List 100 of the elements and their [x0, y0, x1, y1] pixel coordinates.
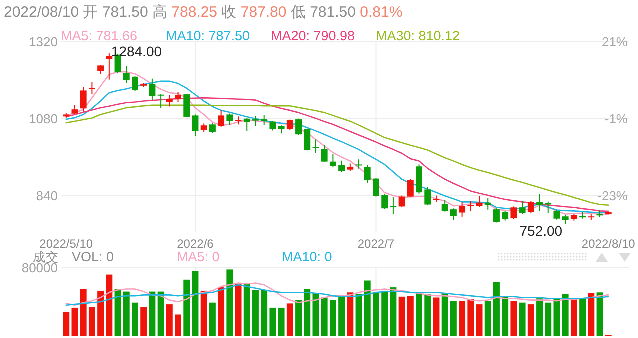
candlestick — [364, 164, 371, 184]
bar — [158, 292, 164, 336]
candlestick — [510, 206, 518, 220]
bar — [278, 308, 285, 336]
bar — [373, 294, 380, 336]
bar — [88, 307, 96, 336]
bar — [364, 280, 371, 336]
x-tick-label: 2022/8/10 — [582, 237, 636, 252]
series-label: VOL: 0 — [72, 250, 114, 265]
candlestick — [398, 195, 406, 208]
candlestick — [175, 91, 182, 103]
candlestick — [468, 200, 474, 212]
bar — [235, 284, 242, 336]
candlestick — [450, 208, 457, 221]
annotation: 1284.00 — [111, 44, 162, 60]
x-tick-label: 2022/7 — [358, 237, 395, 252]
bar — [528, 304, 534, 336]
candlestick — [545, 201, 552, 214]
candlestick — [252, 116, 259, 127]
bar — [270, 308, 276, 336]
candlestick — [459, 202, 466, 218]
candlestick — [296, 118, 302, 136]
y-tick-label: 840 — [36, 188, 58, 204]
bar — [347, 292, 354, 336]
bar — [192, 271, 199, 336]
bar — [98, 290, 104, 336]
candlestick — [80, 86, 87, 112]
candlestick — [106, 53, 113, 80]
bar — [80, 289, 87, 336]
candlestick — [132, 76, 138, 92]
bar — [356, 294, 362, 336]
y2-tick-label: 21% — [602, 34, 628, 50]
bar — [562, 294, 569, 336]
candlestick — [536, 194, 543, 212]
bar — [519, 302, 526, 336]
candlestick — [330, 154, 336, 168]
candlestick — [519, 200, 526, 215]
candlestick — [373, 178, 380, 198]
candlestick — [424, 186, 432, 206]
bar — [63, 312, 70, 336]
bar — [338, 296, 346, 336]
bar — [468, 299, 474, 336]
candlestick — [270, 120, 276, 132]
legend-title: 成交 — [33, 249, 59, 264]
x-tick-label: 2022/6 — [177, 237, 214, 252]
bar — [123, 292, 130, 336]
bar — [450, 301, 457, 336]
bar — [416, 294, 422, 336]
bar — [321, 298, 328, 336]
candlestick — [312, 139, 320, 154]
candlestick — [158, 94, 164, 109]
text: MA20: 790.98 — [271, 28, 356, 44]
bar — [545, 302, 552, 336]
bar — [390, 288, 397, 336]
candlestick — [356, 159, 362, 170]
candlestick — [407, 178, 414, 198]
candlestick — [192, 114, 199, 137]
y2-tick-label: -23% — [598, 188, 628, 204]
candlestick — [304, 128, 311, 152]
bar — [252, 290, 259, 336]
bar — [580, 299, 586, 336]
text: MA5: 781.66 — [61, 28, 138, 44]
y-tick-label: 1080 — [29, 111, 58, 126]
candlestick — [494, 208, 500, 224]
candlestick — [123, 66, 130, 84]
bar — [588, 294, 595, 336]
bar — [226, 270, 234, 336]
candlestick — [338, 160, 346, 173]
candlestick — [88, 82, 96, 96]
candlestick — [442, 200, 448, 212]
bar — [459, 301, 466, 336]
bar — [175, 314, 182, 336]
candlestick — [166, 95, 173, 108]
bar — [140, 307, 148, 336]
bar — [502, 296, 509, 336]
bar — [149, 292, 156, 336]
candlestick — [528, 200, 534, 214]
bar — [424, 294, 432, 336]
bar — [536, 298, 543, 336]
y-tick-label: 1320 — [29, 34, 58, 50]
candlestick — [484, 198, 492, 210]
bar — [407, 296, 414, 336]
candlestick — [261, 114, 268, 126]
bar — [398, 296, 406, 336]
annotation: 752.00 — [520, 222, 563, 239]
bar — [382, 290, 388, 336]
bar — [218, 288, 225, 336]
bar — [330, 300, 336, 336]
candlestick — [390, 196, 397, 215]
bar — [442, 294, 448, 336]
text: MA30: 810.12 — [376, 28, 460, 44]
bar — [476, 304, 483, 336]
series-label: MA5: 0 — [177, 250, 220, 265]
bar — [132, 302, 138, 336]
bar — [200, 290, 208, 336]
x-tick-label: 2022/5/10 — [40, 237, 94, 252]
bar — [484, 301, 492, 336]
candlestick — [244, 118, 250, 132]
chart-title: 2022/08/10 开 781.50 高 788.25 收 787.80 低 781.50 0.81% — [4, 4, 403, 21]
bar — [286, 304, 294, 336]
